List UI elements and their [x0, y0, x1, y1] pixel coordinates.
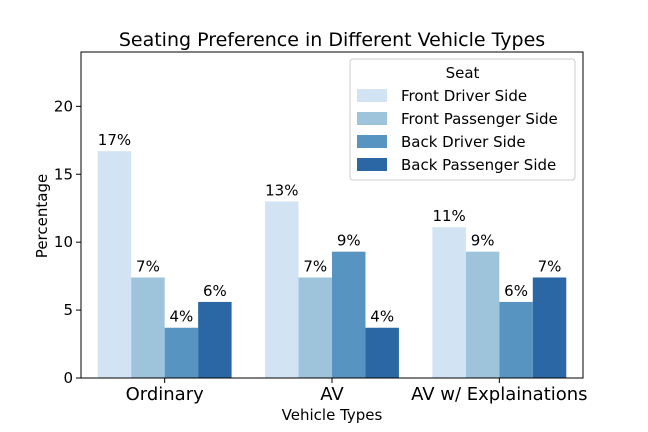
y-tick-label: 5 — [63, 301, 73, 319]
bar-data-label: 4% — [370, 308, 394, 326]
y-tick-label: 20 — [54, 97, 73, 115]
bar-data-label: 4% — [170, 308, 194, 326]
bar — [131, 277, 165, 378]
bar — [432, 227, 466, 378]
bar — [298, 277, 332, 378]
bar-data-label: 7% — [538, 257, 562, 275]
x-tick-label: AV w/ Explainations — [411, 384, 587, 405]
bar — [164, 327, 199, 378]
bar — [532, 277, 567, 378]
bar-data-label: 17% — [98, 131, 131, 149]
bar — [499, 301, 533, 378]
bar — [198, 301, 232, 378]
x-tick-label: AV — [320, 384, 344, 405]
legend: Seat Front Driver Side Front Passenger Sid… — [349, 58, 576, 181]
y-tick-label: 10 — [54, 233, 73, 251]
bar — [465, 251, 500, 378]
legend-swatch — [357, 89, 387, 102]
legend-box — [349, 58, 576, 181]
legend-entry: Back Driver Side — [401, 133, 526, 151]
bar-data-label: 7% — [136, 257, 160, 275]
bar-data-label: 13% — [265, 181, 298, 199]
legend-swatch — [357, 135, 387, 148]
bar — [332, 251, 366, 378]
bar — [365, 327, 399, 378]
bar-data-label: 7% — [303, 257, 327, 275]
legend-entry: Front Driver Side — [401, 87, 527, 105]
bar-data-label: 6% — [504, 282, 528, 300]
bar-data-label: 11% — [432, 207, 465, 225]
bar-data-label: 9% — [471, 232, 495, 250]
legend-swatch — [357, 112, 387, 125]
bar-data-label: 6% — [203, 282, 227, 300]
chart-title: Seating Preference in Different Vehicle … — [119, 29, 545, 51]
y-tick-label: 15 — [54, 165, 73, 183]
bar — [265, 201, 299, 378]
legend-title: Seat — [446, 64, 480, 82]
y-tick-label: 0 — [63, 369, 73, 387]
legend-entry: Back Passenger Side — [401, 156, 556, 174]
bar — [97, 151, 132, 378]
y-axis-label: Percentage — [33, 174, 51, 258]
legend-swatch — [357, 158, 387, 171]
plot-area: 17% 13% 11% 7% 7% 9% 4% 9% 6% 6% 4% 7% 0 5 10 15 20 Ordin… — [54, 51, 588, 405]
x-axis-label: Vehicle Types — [282, 406, 383, 424]
bar-data-label: 9% — [337, 232, 361, 250]
legend-entry: Front Passenger Side — [401, 110, 558, 128]
x-tick-label: Ordinary — [126, 384, 205, 405]
